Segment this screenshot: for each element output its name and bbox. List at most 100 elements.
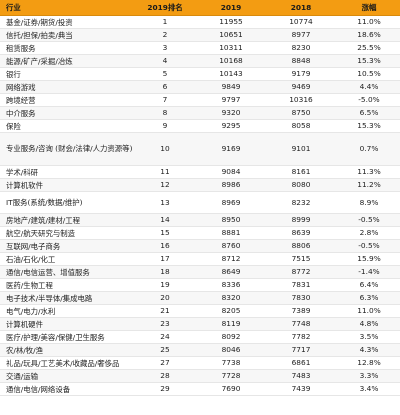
header-rank-2019: 2019排名 [132,0,198,16]
growth-cell: 18.6% [338,28,400,42]
value-2019-cell: 9320 [198,106,264,120]
rank-cell: 1 [132,15,198,29]
industry-label: 中介服务 [6,108,36,118]
growth-cell: 6.5% [338,106,400,120]
industry-label: 礼品/玩具/工艺美术/收藏品/奢侈品 [6,358,120,368]
rank-cell: 17 [132,252,198,266]
value-2019-cell: 9849 [198,80,264,94]
industry-cell: 计算机硬件 [0,317,132,331]
value-2018-cell: 8806 [264,239,338,253]
industry-cell: 网络游戏 [0,80,132,94]
growth-cell: 0.7% [338,132,400,166]
table-header-row: 行业 2019排名 2019 2018 涨幅 [0,0,400,16]
growth-cell: 11.0% [338,304,400,318]
value-2018-cell: 7830 [264,291,338,305]
growth-cell: 8.9% [338,191,400,214]
value-2018-cell: 9101 [264,132,338,166]
value-2018-cell: 7782 [264,330,338,344]
salary-ranking-table: 行业 2019排名 2019 2018 涨幅 基金/证券/期货/投资 1 11955… [0,0,400,396]
industry-cell: 跨境经营 [0,93,132,107]
table-row: 石油/石化/化工 17 8712 7515 15.9% [0,252,400,266]
industry-cell: 计算机软件 [0,178,132,192]
value-2019-cell: 7738 [198,356,264,370]
industry-cell: 租赁服务 [0,41,132,55]
rank-cell: 9 [132,119,198,133]
growth-cell: -0.5% [338,213,400,227]
table-row: 交通/运输 28 7728 7483 3.3% [0,369,400,383]
table-row: 专业服务/咨询 (财会/法律/人力资源等) 10 9169 9101 0.7% [0,132,400,166]
table-row: 能源/矿产/采掘/冶炼 4 10168 8848 15.3% [0,54,400,68]
industry-label: 通信/电信运营、增值服务 [6,267,90,277]
industry-label: 专业服务/咨询 (财会/法律/人力资源等) [6,144,132,153]
value-2018-cell: 7831 [264,278,338,292]
table-body: 基金/证券/期货/投资 1 11955 10774 11.0% 信托/担保/拍卖/典当 2 1… [0,15,400,396]
industry-label: 石油/石化/化工 [6,254,56,264]
value-2019-cell: 8119 [198,317,264,331]
growth-cell: 3.3% [338,369,400,383]
industry-cell: 石油/石化/化工 [0,252,132,266]
table-row: 基金/证券/期货/投资 1 11955 10774 11.0% [0,15,400,29]
rank-cell: 3 [132,41,198,55]
rank-cell: 6 [132,80,198,94]
industry-label: IT服务(系统/数据/维护) [6,197,83,207]
growth-cell: 3.4% [338,382,400,396]
industry-cell: 互联网/电子商务 [0,239,132,253]
growth-cell: 4.4% [338,80,400,94]
industry-label: 保险 [6,121,21,131]
industry-cell: 通信/电信/网络设备 [0,382,132,396]
value-2019-cell: 8712 [198,252,264,266]
value-2018-cell: 8848 [264,54,338,68]
growth-cell: 11.0% [338,15,400,29]
growth-cell: -1.4% [338,265,400,279]
rank-cell: 29 [132,382,198,396]
value-2018-cell: 9469 [264,80,338,94]
growth-cell: 6.4% [338,278,400,292]
industry-cell: 中介服务 [0,106,132,120]
growth-cell: 4.8% [338,317,400,331]
growth-cell: 4.3% [338,343,400,357]
industry-label: 能源/矿产/采掘/冶炼 [6,56,73,66]
growth-cell: 15.3% [338,54,400,68]
table-row: 航空/航天研究与制造 15 8881 8639 2.8% [0,226,400,240]
rank-cell: 18 [132,265,198,279]
growth-cell: 11.2% [338,178,400,192]
industry-cell: 电气/电力/水利 [0,304,132,318]
table-row: 学术/科研 11 9084 8161 11.3% [0,165,400,179]
industry-label: 互联网/电子商务 [6,241,61,251]
growth-cell: 15.9% [338,252,400,266]
table-row: 跨境经营 7 9797 10316 -5.0% [0,93,400,107]
value-2018-cell: 7515 [264,252,338,266]
table-row: IT服务(系统/数据/维护) 13 8969 8232 8.9% [0,191,400,214]
value-2018-cell: 8772 [264,265,338,279]
value-2019-cell: 10143 [198,67,264,81]
industry-cell: 专业服务/咨询 (财会/法律/人力资源等) [0,132,132,166]
value-2019-cell: 8649 [198,265,264,279]
industry-cell: 能源/矿产/采掘/冶炼 [0,54,132,68]
value-2019-cell: 8950 [198,213,264,227]
value-2018-cell: 6861 [264,356,338,370]
table-row: 互联网/电子商务 16 8760 8806 -0.5% [0,239,400,253]
table-row: 计算机软件 12 8986 8080 11.2% [0,178,400,192]
header-2018: 2018 [264,0,338,16]
industry-label: 跨境经营 [6,95,36,105]
value-2019-cell: 9295 [198,119,264,133]
growth-cell: 3.5% [338,330,400,344]
value-2019-cell: 10168 [198,54,264,68]
value-2018-cell: 8639 [264,226,338,240]
rank-cell: 13 [132,191,198,214]
industry-label: 信托/担保/拍卖/典当 [6,30,73,40]
value-2018-cell: 7439 [264,382,338,396]
rank-cell: 14 [132,213,198,227]
table-row: 银行 5 10143 9179 10.5% [0,67,400,81]
industry-label: 电子技术/半导体/集成电路 [6,293,93,303]
industry-cell: 保险 [0,119,132,133]
table-row: 保险 9 9295 8058 15.3% [0,119,400,133]
table-row: 中介服务 8 9320 8750 6.5% [0,106,400,120]
industry-label: 农/林/牧/渔 [6,345,44,355]
rank-cell: 16 [132,239,198,253]
value-2019-cell: 8969 [198,191,264,214]
growth-cell: 12.8% [338,356,400,370]
rank-cell: 10 [132,132,198,166]
industry-cell: 房地产/建筑/建材/工程 [0,213,132,227]
industry-label: 医疗/护理/美容/保健/卫生服务 [6,332,105,342]
